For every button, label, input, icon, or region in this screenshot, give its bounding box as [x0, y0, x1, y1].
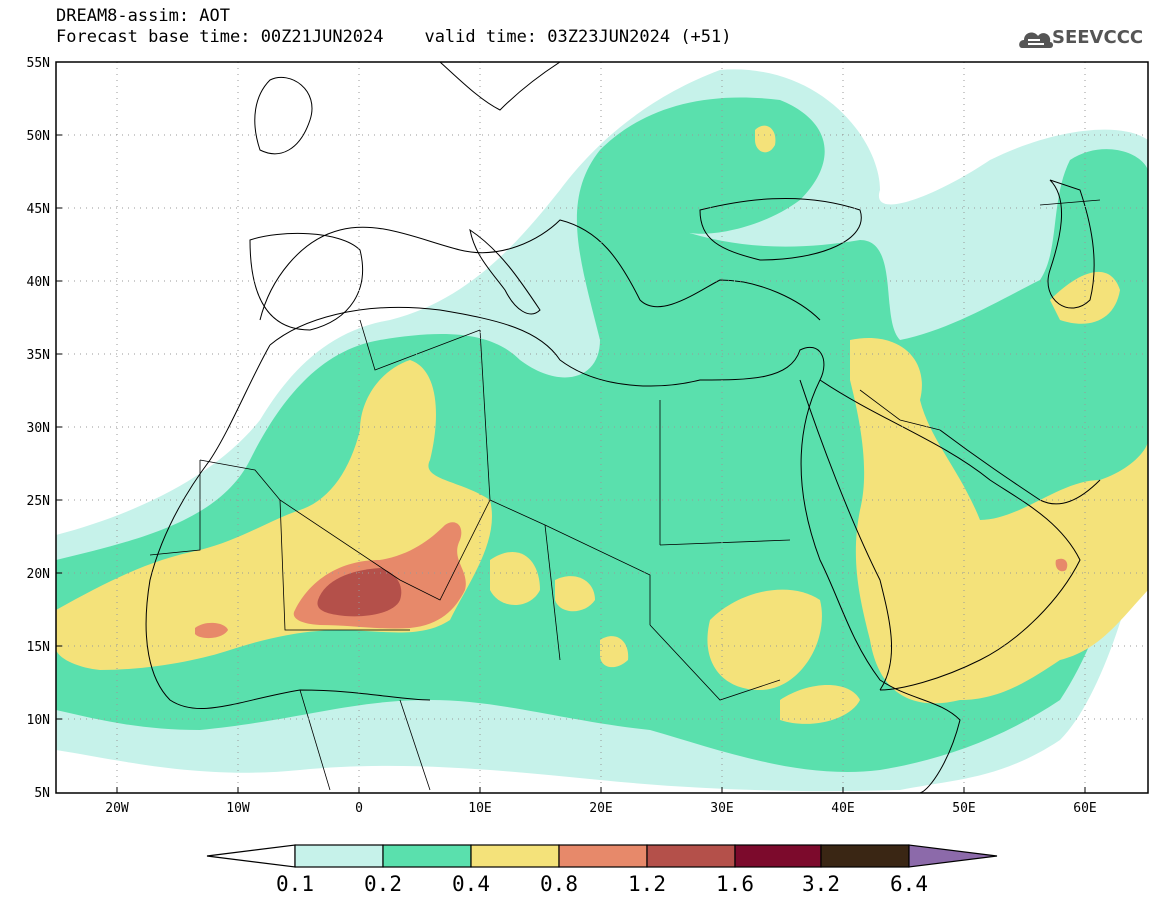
lat-label: 20N: [27, 567, 50, 582]
lat-label: 35N: [27, 348, 50, 363]
lat-label: 50N: [27, 129, 50, 144]
aot-field: [56, 69, 1148, 792]
persian-gulf: [939, 429, 1101, 505]
west-africa-coastline: [145, 344, 431, 710]
colorbar-above-arrow: [908, 844, 998, 868]
lat-label: 55N: [27, 56, 50, 71]
lat-label: 25N: [27, 494, 50, 509]
africa-coastline: [269, 306, 961, 793]
lat-label: 40N: [27, 275, 50, 290]
colorbar-bin: [646, 844, 736, 868]
logo-text: SEEVCCC: [1052, 27, 1144, 48]
colorbar-label: 1.6: [716, 872, 754, 896]
lat-label: 15N: [27, 640, 50, 655]
cloud-icon: [1019, 32, 1053, 48]
lon-label: 40E: [831, 801, 854, 816]
lon-label: 20W: [105, 801, 129, 816]
colorbar-bin: [734, 844, 822, 868]
aot-contour-1.2: [317, 568, 402, 617]
latitude-labels: 5N 10N 15N 20N 25N 30N 35N 40N 45N 50N 5…: [27, 56, 50, 801]
forecast-times: Forecast base time: 00Z21JUN2024 valid t…: [56, 27, 732, 47]
aot-contour-0.4-east: [850, 338, 1148, 704]
colorbar-bin: [558, 844, 648, 868]
lat-label: 30N: [27, 421, 50, 436]
longitude-labels: 20W 10W 0 10E 20E 30E 40E 50E 60E: [105, 801, 1096, 816]
colorbar-label: 6.4: [890, 872, 928, 896]
lon-label: 10W: [226, 801, 250, 816]
colorbar-label: 3.2: [802, 872, 840, 896]
caspian-sea: [1047, 179, 1095, 309]
black-sea: [699, 198, 862, 261]
europe-coastline: [259, 219, 821, 321]
lat-label: 5N: [34, 786, 50, 801]
colorbar-below-arrow: [206, 844, 296, 868]
colorbar-bin: [820, 844, 910, 868]
red-sea: [799, 379, 892, 691]
colorbar-bin: [294, 844, 384, 868]
british-isles: [254, 76, 313, 155]
lon-label: 0: [355, 801, 363, 816]
scandinavia: [439, 62, 561, 111]
lon-label: 20E: [589, 801, 612, 816]
coastlines: [145, 62, 1101, 793]
italy: [469, 228, 541, 315]
lon-label: 60E: [1073, 801, 1096, 816]
lon-label: 10E: [468, 801, 491, 816]
arabian-peninsula: [819, 379, 1081, 691]
colorbar-label: 0.1: [276, 872, 314, 896]
chart-title: DREAM8-assim: AOT: [56, 6, 230, 26]
colorbar-label: 0.2: [364, 872, 402, 896]
country-borders: [149, 199, 1101, 791]
colorbar-label: 0.8: [540, 872, 578, 896]
colorbar-label: 0.4: [452, 872, 490, 896]
axis-ticks: [56, 61, 1086, 794]
lat-label: 45N: [27, 202, 50, 217]
colorbar: [206, 844, 998, 868]
colorbar-bin: [470, 844, 560, 868]
colorbar-label: 1.2: [628, 872, 666, 896]
iberia: [249, 233, 364, 331]
graticule: [56, 62, 1148, 793]
colorbar-bin: [382, 844, 472, 868]
lon-label: 50E: [952, 801, 975, 816]
lon-label: 30E: [710, 801, 733, 816]
lat-label: 10N: [27, 713, 50, 728]
